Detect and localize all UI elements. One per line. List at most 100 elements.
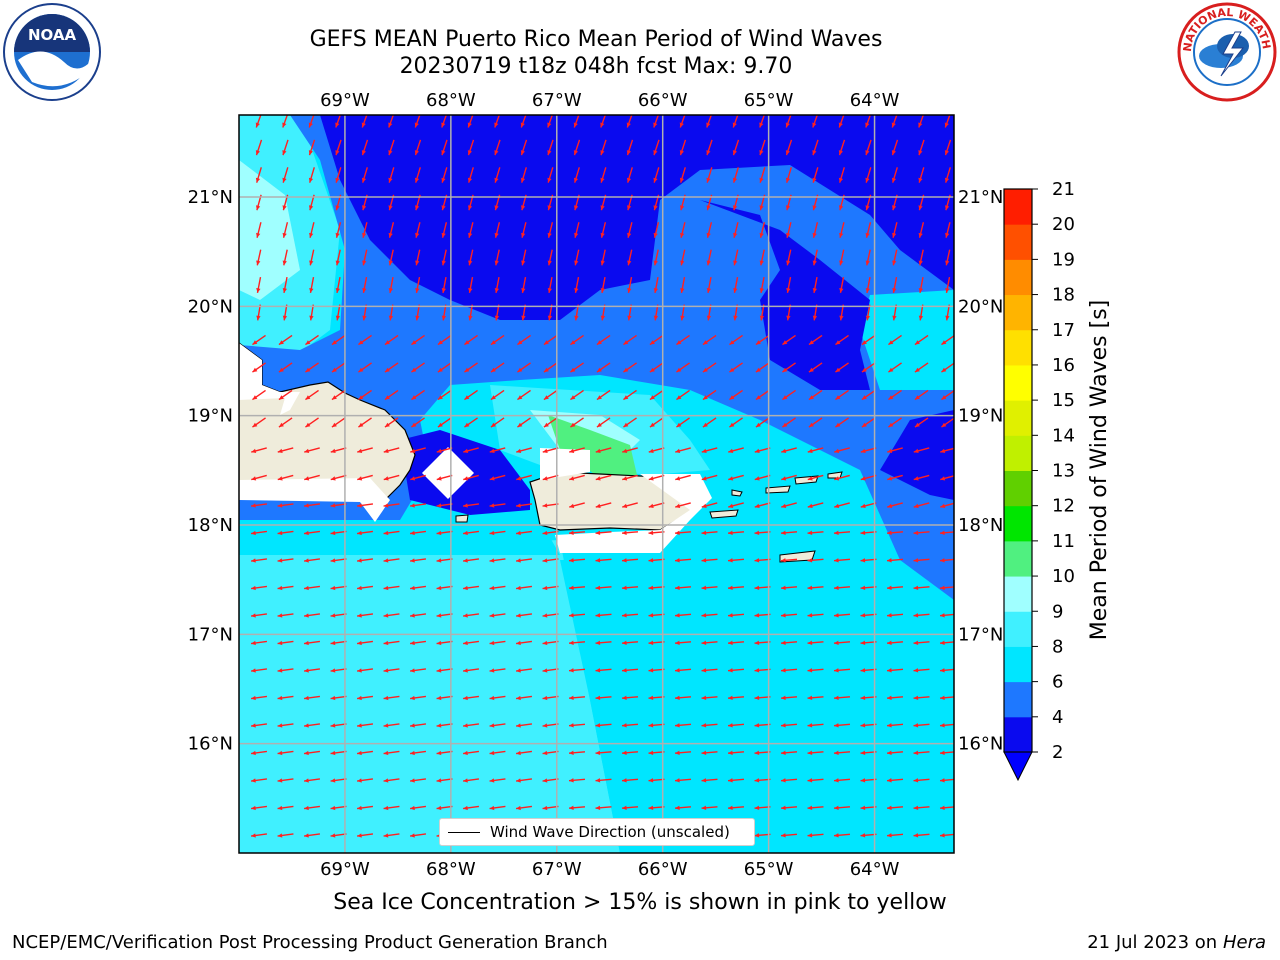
wave-arrow-head — [463, 448, 469, 454]
wave-arrow-head — [517, 395, 523, 400]
wave-arrow-head — [542, 778, 548, 783]
wave-arrow-head — [308, 122, 313, 128]
wave-arrow-head — [701, 476, 707, 481]
wave-arrow-head — [653, 232, 658, 238]
wave-arrow-head — [627, 315, 632, 321]
vieques-island — [709, 509, 739, 519]
wave-arrow-head — [383, 750, 389, 756]
wave-arrow-head — [679, 150, 684, 156]
wave-arrow-head — [441, 150, 446, 156]
wave-arrow-head — [945, 288, 950, 293]
colorbar-tick-label: 6 — [1052, 672, 1063, 693]
wave-arrow-head — [383, 723, 389, 728]
wave-arrow-head — [653, 150, 658, 156]
wave-arrow-head — [675, 668, 680, 673]
wave-arrow-head — [547, 288, 552, 293]
wave-arrow-head — [834, 476, 840, 481]
wave-arrow-head — [252, 367, 258, 373]
wave-arrow-head — [489, 805, 495, 811]
wave-arrow-head — [547, 122, 552, 128]
wave-arrow-head — [755, 422, 761, 428]
wave-arrow-head — [384, 422, 390, 428]
wave-arrow-head — [277, 530, 283, 536]
wave-arrow-head — [648, 503, 654, 509]
wave-arrow-head — [701, 723, 707, 728]
wave-arrow-head — [362, 315, 367, 321]
wave-arrow-head — [490, 422, 496, 428]
wave-arrow-head — [648, 530, 654, 535]
field-region-6-south-hispaniola — [239, 520, 560, 555]
wave-arrow-head — [489, 503, 495, 508]
colorbar-segment — [1004, 576, 1032, 612]
wave-arrow-head — [468, 288, 473, 293]
wave-arrow-head — [595, 476, 601, 481]
colorbar-tick-label: 4 — [1052, 707, 1063, 728]
wave-arrow-head — [335, 260, 340, 266]
wave-arrow-head — [834, 805, 839, 810]
wave-arrow-head — [357, 833, 362, 838]
wave-arrow-head — [415, 260, 420, 266]
wave-arrow-head — [256, 315, 261, 321]
wave-arrow-head — [282, 122, 287, 128]
wave-arrow-head — [759, 150, 764, 156]
map-title: GEFS MEAN Puerto Rico Mean Period of Win… — [309, 27, 883, 52]
wave-arrow-head — [861, 367, 867, 373]
wave-arrow-head — [463, 558, 468, 563]
colorbar-extend-min — [1003, 751, 1033, 782]
wave-arrow-head — [834, 613, 839, 618]
wave-arrow-head — [728, 640, 733, 645]
wave-arrow-head — [941, 340, 947, 345]
wave-arrow-head — [330, 448, 336, 454]
lat-label-left: 17°N — [188, 624, 233, 645]
wave-arrow-head — [781, 448, 787, 454]
wave-arrow-head — [330, 503, 336, 508]
wave-arrow-head — [940, 805, 945, 810]
wave-arrow-head — [945, 315, 950, 321]
wave-arrow-head — [781, 668, 786, 673]
wave-arrow-head — [812, 260, 817, 266]
wave-arrow-head — [361, 205, 367, 211]
wave-arrow-head — [304, 805, 309, 811]
wave-arrow-head — [467, 177, 473, 183]
wave-arrow-head — [940, 640, 945, 645]
wave-arrow-head — [574, 260, 579, 266]
wave-arrow-head — [410, 805, 415, 811]
wave-arrow-head — [941, 422, 947, 428]
wave-arrow-head — [600, 122, 605, 128]
wave-arrow-head — [335, 315, 341, 321]
wave-arrow-head — [569, 750, 574, 755]
wave-arrow-head — [940, 833, 945, 838]
wave-arrow-head — [383, 695, 389, 701]
wave-arrow-head — [622, 640, 627, 645]
wave-arrow-head — [494, 288, 499, 293]
wave-arrow-head — [489, 613, 495, 618]
colorbar-tick-label: 20 — [1052, 214, 1075, 235]
lon-label-bottom: 69°W — [320, 859, 370, 880]
wave-arrow-head — [728, 530, 733, 535]
wave-arrow-head — [489, 585, 495, 591]
wave-arrow-head — [436, 476, 442, 481]
wave-arrow-head — [516, 778, 521, 783]
wave-arrow-head — [622, 750, 627, 755]
wave-arrow-head — [838, 177, 844, 183]
wave-arrow-head — [786, 315, 791, 321]
wave-arrow-head — [622, 558, 627, 563]
wave-arrow-head — [335, 177, 340, 183]
wave-arrow-head — [489, 695, 495, 701]
wave-arrow-head — [781, 585, 786, 590]
wave-arrow-head — [807, 750, 813, 755]
wave-arrow-head — [808, 395, 814, 400]
wave-arrow-head — [251, 503, 256, 508]
wave-arrow-head — [441, 260, 446, 266]
wave-arrow-head — [357, 558, 362, 563]
wave-arrow-head — [252, 340, 258, 345]
wave-arrow-head — [436, 640, 442, 646]
wave-arrow-head — [860, 695, 866, 700]
wave-arrow-head — [759, 260, 764, 266]
wave-arrow-head — [653, 260, 658, 266]
wave-arrow-head — [569, 778, 574, 783]
lat-label-right: 20°N — [958, 296, 1003, 317]
wave-arrow-head — [595, 723, 601, 728]
wave-arrow-head — [941, 367, 947, 373]
wave-arrow-head — [913, 695, 919, 700]
